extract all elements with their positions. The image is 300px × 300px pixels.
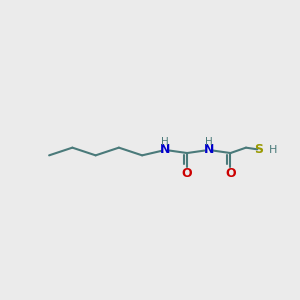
Text: S: S <box>254 143 263 157</box>
Text: O: O <box>225 167 236 180</box>
Text: H: H <box>161 137 169 147</box>
Text: N: N <box>160 143 171 157</box>
Text: H: H <box>268 145 277 155</box>
Text: O: O <box>182 167 192 180</box>
Text: H: H <box>205 137 213 147</box>
Text: N: N <box>204 143 214 157</box>
